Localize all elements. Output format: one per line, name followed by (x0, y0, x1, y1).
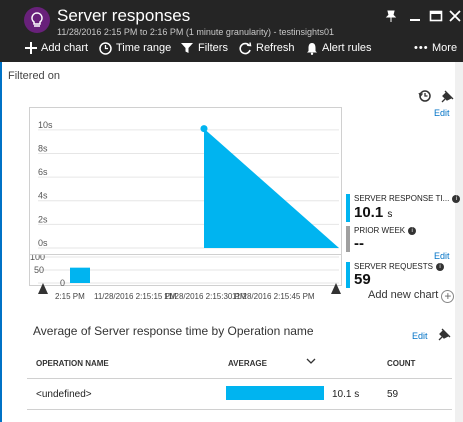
edit-chart-link[interactable]: Edit (434, 108, 450, 118)
pin-grid-icon[interactable] (438, 328, 452, 342)
legend-response-time-label: SERVER RESPONSE TI... i (354, 194, 461, 203)
response-time-area (204, 128, 339, 248)
sort-chevron-icon[interactable] (306, 357, 316, 365)
filters-button[interactable]: Filters (181, 41, 228, 57)
minimize-icon[interactable] (407, 8, 423, 24)
filters-label: Filters (198, 42, 228, 54)
info-icon: i (452, 195, 461, 203)
add-new-chart-label: Add new chart (368, 289, 439, 301)
filtered-on-label: Filtered on (8, 70, 60, 82)
average-cell: 10.1 s (332, 389, 360, 400)
legend-swatch (346, 226, 350, 252)
count-cell: 59 (387, 389, 399, 400)
x-tick-label: 2:15 PM (55, 292, 85, 301)
legend-requests-value: 59 (354, 271, 371, 288)
column-header-count[interactable]: COUNT (387, 359, 416, 368)
info-icon: i (435, 263, 444, 271)
plus-icon (25, 42, 37, 54)
average-bar (226, 386, 324, 400)
maximize-icon[interactable] (428, 8, 444, 24)
alert-rules-label: Alert rules (322, 42, 372, 54)
requests-bar (70, 267, 90, 283)
filter-icon (181, 43, 193, 53)
header-divider (27, 378, 452, 379)
refresh-button[interactable]: Refresh (239, 41, 295, 57)
refresh-label: Refresh (256, 42, 295, 54)
bell-icon (307, 43, 317, 55)
column-header-average[interactable]: AVERAGE (228, 359, 267, 368)
blade-subtitle: 11/28/2016 2:15 PM to 2:16 PM (1 minute … (57, 27, 334, 37)
add-chart-button[interactable]: Add chart (25, 41, 89, 57)
clock-icon (99, 42, 112, 55)
legend-swatch (346, 194, 350, 222)
legend-swatch (346, 262, 350, 288)
data-point (200, 125, 208, 133)
y-tick-label: 8s (38, 143, 48, 153)
legend-prior-week[interactable]: PRIOR WEEK i -- (346, 226, 451, 252)
y-tick-label: 2s (38, 214, 48, 224)
legend-response-time-value: 10.1 s (354, 204, 393, 221)
edit-requests-link[interactable]: Edit (434, 251, 450, 261)
legend-response-time[interactable]: SERVER RESPONSE TI... i 10.1 s (346, 194, 461, 222)
close-icon[interactable] (447, 8, 463, 24)
edit-grid-link[interactable]: Edit (412, 331, 428, 341)
blade-header: Server responses 11/28/2016 2:15 PM to 2… (0, 0, 463, 62)
info-icon: i (408, 227, 417, 235)
legend-prior-week-value: -- (354, 235, 364, 252)
requests-chart[interactable]: 100 50 0 (29, 252, 342, 288)
legend-prior-week-label: PRIOR WEEK i (354, 226, 417, 235)
grid-title: Average of Server response time by Opera… (33, 324, 314, 338)
y-tick-label: 10s (38, 120, 53, 130)
range-end-handle (331, 283, 341, 294)
range-start-handle (38, 283, 48, 294)
x-tick-label: 11/28/2016 2:15:30 PM (164, 292, 247, 301)
history-icon[interactable] (418, 89, 432, 103)
row-divider (27, 409, 452, 410)
ellipsis-icon: ••• (414, 42, 429, 54)
x-tick-label: 11/28/2016 2:15:45 PM (232, 292, 315, 301)
x-tick-label: 11/28/2016 2:15:15 PM (94, 292, 177, 301)
more-label: More (432, 42, 458, 54)
legend-requests-label: SERVER REQUESTS i (354, 262, 444, 271)
y-tick-label: 6s (38, 167, 48, 177)
app-insights-icon (24, 7, 50, 33)
operation-cell: <undefined> (36, 389, 92, 400)
add-new-chart-button[interactable]: Add new chart + (368, 289, 455, 303)
command-bar: Add chart Time range Filters Refresh Ale… (0, 38, 463, 60)
selection-stripe (0, 62, 2, 422)
pin-icon[interactable] (383, 8, 399, 24)
time-range-label: Time range (116, 42, 172, 54)
plus-circle-icon: + (441, 290, 455, 303)
more-button[interactable]: ••• More (414, 41, 458, 57)
time-range-button[interactable]: Time range (99, 41, 172, 57)
y-tick-label: 0 (60, 278, 65, 286)
column-header-operation[interactable]: OPERATION NAME (36, 359, 109, 368)
y-tick-label: 4s (38, 191, 48, 201)
requests-chart-svg: 100 50 0 (30, 252, 339, 288)
blade-title: Server responses (57, 6, 191, 25)
vertical-scrollbar[interactable] (455, 62, 463, 422)
y-tick-label: 100 (30, 255, 45, 262)
response-time-chart[interactable]: 10s 8s 6s 4s 2s 0s (29, 107, 342, 255)
add-chart-label: Add chart (41, 42, 89, 54)
legend-requests[interactable]: SERVER REQUESTS i 59 (346, 262, 451, 288)
alert-rules-button[interactable]: Alert rules (306, 41, 372, 57)
refresh-icon (239, 42, 252, 55)
pin-chart-icon[interactable] (441, 90, 455, 104)
y-tick-label: 0s (38, 238, 48, 248)
response-time-chart-svg: 10s 8s 6s 4s 2s 0s (38, 120, 339, 249)
y-tick-label: 50 (34, 265, 44, 275)
